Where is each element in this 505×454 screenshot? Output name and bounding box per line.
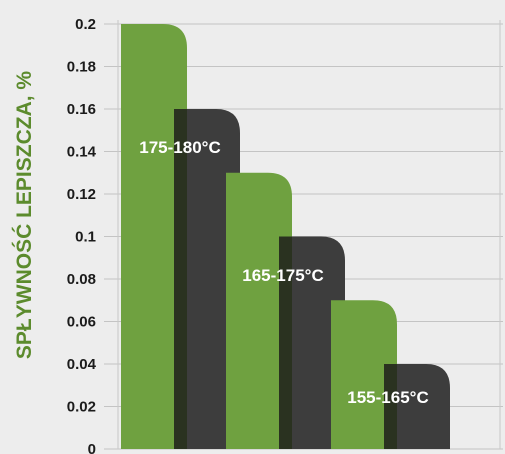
group-label-3: 155-165°C	[347, 388, 428, 407]
y-axis-label: SPŁYWNOŚĆ LEPISZCZA, %	[12, 71, 36, 360]
bar-green-2	[226, 172, 292, 449]
bar-green-1	[121, 24, 187, 449]
y-tick-label: 0.2	[75, 16, 96, 33]
y-tick-label: 0.16	[67, 101, 96, 118]
bar-overlap-2	[279, 236, 292, 449]
y-axis-ticks: 0 0.02 0.04 0.06 0.08 0.1 0.12 0.14 0.16 0.18 0.2	[67, 16, 97, 454]
y-tick-label: 0.02	[67, 399, 96, 416]
bar-dark-1	[174, 109, 240, 449]
bar-overlap-3	[384, 364, 397, 449]
group-label-2: 165-175°C	[242, 266, 323, 285]
bars	[121, 24, 450, 449]
group-label-1: 175-180°C	[139, 138, 220, 157]
y-tick-label: 0.08	[67, 271, 96, 288]
y-tick-label: 0.04	[67, 356, 97, 373]
bar-dark-3	[384, 364, 450, 449]
group-labels: 175-180°C 165-175°C 155-165°C	[139, 138, 428, 407]
bar-overlap-1	[174, 109, 187, 449]
y-tick-label: 0	[88, 441, 96, 454]
bar-green-3	[331, 300, 397, 449]
bar-dark-2	[279, 236, 345, 449]
y-tick-label: 0.14	[67, 144, 97, 161]
y-tick-label: 0.1	[75, 229, 96, 246]
y-tick-label: 0.06	[67, 314, 96, 331]
y-tick-label: 0.18	[67, 59, 96, 76]
y-tick-label: 0.12	[67, 186, 96, 203]
